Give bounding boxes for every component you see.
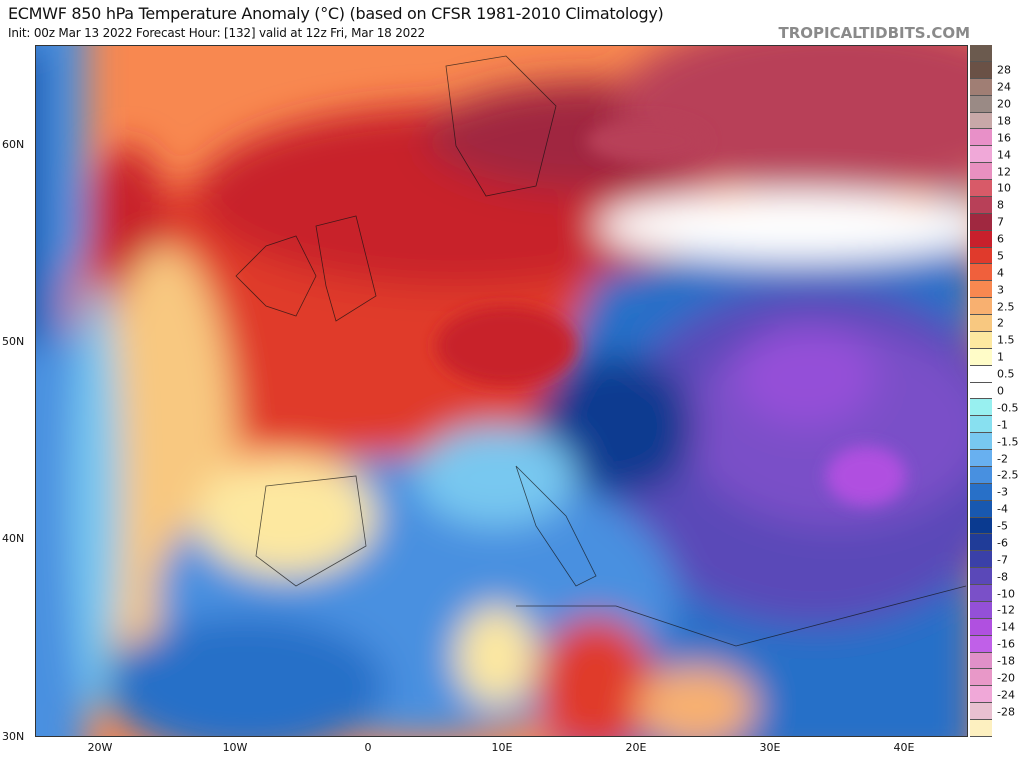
- colorbar-swatch: [970, 315, 992, 332]
- colorbar-swatch: [970, 163, 992, 180]
- colorbar-swatch: [970, 365, 992, 383]
- colorbar-label: 7: [997, 215, 1004, 229]
- colorbar-swatch: [970, 112, 992, 130]
- colorbar-swatch: [970, 703, 992, 720]
- colorbar-label: 1.5: [997, 333, 1015, 347]
- colorbar-label: -5: [997, 519, 1008, 533]
- anomaly-field: [36, 46, 967, 736]
- colorbar-label: -6: [997, 536, 1008, 550]
- colorbar-label: 2.5: [997, 300, 1015, 314]
- colorbar-label: 14: [997, 148, 1011, 162]
- colorbar-swatch: [970, 399, 992, 417]
- colorbar-swatch: [970, 213, 992, 231]
- colorbar-swatch: [970, 652, 992, 670]
- colorbar-swatch: [970, 196, 992, 214]
- colorbar-swatch: [970, 686, 992, 704]
- colorbar-swatch: [970, 129, 992, 147]
- colorbar-swatch: [970, 298, 992, 315]
- colorbar-label: -8: [997, 570, 1008, 584]
- colorbar-swatch: [970, 720, 992, 737]
- colorbar-swatch: [970, 669, 992, 687]
- colorbar-label: -24: [997, 688, 1015, 702]
- colorbar-label: 16: [997, 131, 1011, 145]
- colorbar-swatch: [970, 45, 992, 62]
- colorbar-label: 20: [997, 97, 1011, 111]
- lat-label-40n: 40N: [2, 532, 25, 545]
- colorbar-swatch: [970, 264, 992, 282]
- colorbar-swatch: [970, 568, 992, 585]
- colorbar-swatch: [970, 416, 992, 434]
- colorbar-swatch: [970, 382, 992, 400]
- colorbar-swatch: [970, 348, 992, 366]
- colorbar-swatch: [970, 618, 992, 636]
- colorbar-label: -4: [997, 502, 1008, 516]
- lon-label-20e: 20E: [625, 741, 647, 754]
- colorbar-label: -28: [997, 705, 1015, 719]
- colorbar-label: 3: [997, 283, 1004, 297]
- colorbar-label: -14: [997, 620, 1015, 634]
- colorbar: [970, 45, 992, 737]
- colorbar-label: 0.5: [997, 367, 1015, 381]
- colorbar-swatch: [970, 500, 992, 518]
- colorbar-label: 24: [997, 80, 1011, 94]
- colorbar-swatch: [970, 247, 992, 265]
- colorbar-label: 1: [997, 350, 1004, 364]
- lon-label-10w: 10W: [222, 741, 248, 754]
- site-brand: TROPICALTIDBITS.COM: [778, 24, 971, 42]
- colorbar-label: -0.5: [997, 401, 1019, 415]
- colorbar-label: 12: [997, 165, 1011, 179]
- colorbar-swatch: [970, 331, 992, 349]
- colorbar-label: 0: [997, 384, 1004, 398]
- colorbar-swatch: [970, 585, 992, 602]
- lon-label-40e: 40E: [893, 741, 915, 754]
- lon-label-0: 0: [364, 741, 372, 754]
- lat-label-60n: 60N: [2, 138, 25, 151]
- colorbar-swatch: [970, 466, 992, 484]
- colorbar-label: -16: [997, 637, 1015, 651]
- colorbar-swatch: [970, 601, 992, 619]
- colorbar-label: 28: [997, 63, 1011, 77]
- colorbar-swatch: [970, 450, 992, 467]
- colorbar-label: -2: [997, 452, 1008, 465]
- colorbar-swatch: [970, 534, 992, 552]
- lon-label-30e: 30E: [759, 741, 781, 754]
- colorbar-label: 4: [997, 266, 1004, 280]
- forecast-info: Init: 00z Mar 13 2022 Forecast Hour: [13…: [8, 26, 425, 40]
- colorbar-label: -1.5: [997, 435, 1019, 449]
- colorbar-label: 18: [997, 114, 1011, 128]
- colorbar-label: -18: [997, 654, 1015, 668]
- colorbar-label: 5: [997, 249, 1004, 263]
- colorbar-swatch: [970, 95, 992, 113]
- colorbar-swatch: [970, 230, 992, 248]
- colorbar-label: -12: [997, 603, 1015, 617]
- map-title: ECMWF 850 hPa Temperature Anomaly (°C) (…: [8, 4, 664, 23]
- colorbar-label: -7: [997, 553, 1008, 567]
- colorbar-label: 10: [997, 181, 1011, 195]
- colorbar-swatch: [970, 483, 992, 501]
- lon-label-20w: 20W: [87, 741, 113, 754]
- temperature-anomaly-map: [35, 45, 968, 737]
- colorbar-swatch: [970, 433, 992, 450]
- colorbar-swatch: [970, 146, 992, 164]
- colorbar-swatch: [970, 517, 992, 535]
- colorbar-label: -20: [997, 671, 1015, 685]
- colorbar-label: -10: [997, 587, 1015, 601]
- colorbar-swatch: [970, 635, 992, 653]
- lon-label-10e: 10E: [491, 741, 513, 754]
- colorbar-label: -2.5: [997, 468, 1019, 482]
- colorbar-swatch: [970, 281, 992, 299]
- colorbar-swatch: [970, 551, 992, 569]
- lat-label-30n: 30N: [2, 730, 25, 743]
- colorbar-swatch: [970, 61, 992, 79]
- colorbar-swatch: [970, 78, 992, 96]
- colorbar-label: 6: [997, 232, 1004, 246]
- colorbar-label: -3: [997, 485, 1008, 499]
- colorbar-label: 8: [997, 198, 1004, 212]
- lat-label-50n: 50N: [2, 335, 25, 348]
- colorbar-label: -1: [997, 418, 1008, 432]
- colorbar-label: 2: [997, 316, 1004, 330]
- colorbar-swatch: [970, 180, 992, 197]
